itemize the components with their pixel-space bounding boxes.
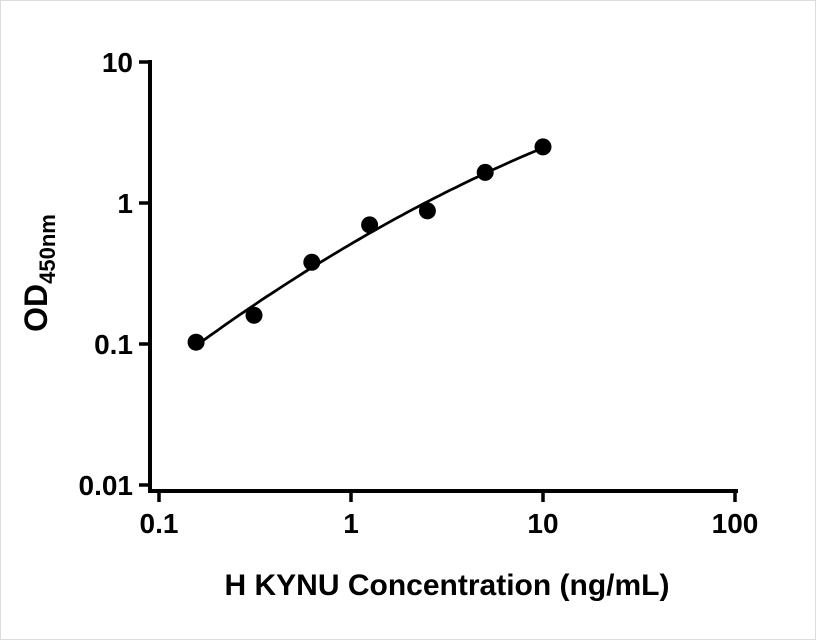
- x-axis-title: H KYNU Concentration (ng/mL): [225, 569, 670, 602]
- y-axis-title-subscript: 450nm: [35, 214, 60, 284]
- data-point: [418, 202, 436, 220]
- data-point: [534, 138, 552, 156]
- y-tick-label: 1: [117, 188, 133, 219]
- y-tick-label: 0.01: [79, 470, 134, 501]
- data-point: [245, 306, 263, 324]
- x-tick-label: 0.1: [140, 508, 179, 539]
- y-axis-title-main: OD: [18, 284, 54, 332]
- y-axis-title: OD450nm: [18, 214, 60, 332]
- data-point: [476, 163, 494, 181]
- x-tick-label: 100: [712, 508, 759, 539]
- x-tick-label: 10: [527, 508, 558, 539]
- data-point: [303, 253, 321, 271]
- data-point: [187, 333, 205, 351]
- y-tick-label: 10: [102, 47, 133, 78]
- y-tick-label: 0.1: [94, 329, 133, 360]
- data-point: [361, 216, 379, 234]
- x-tick-label: 1: [343, 508, 359, 539]
